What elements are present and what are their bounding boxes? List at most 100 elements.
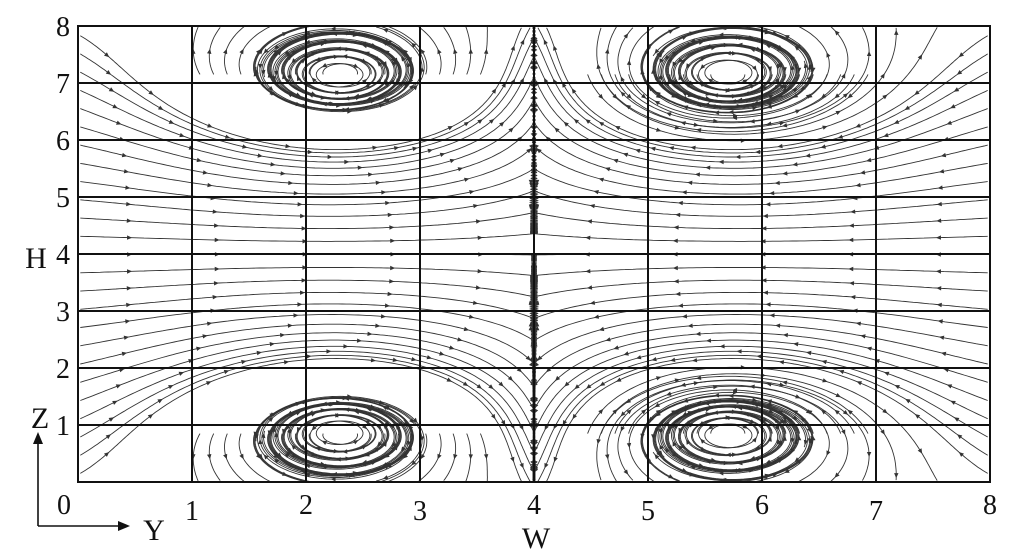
streamline-arrow (776, 63, 782, 69)
streamline-arrow (648, 416, 654, 422)
streamline-arrow (612, 93, 618, 99)
streamline (224, 26, 245, 75)
streamline-arrow (678, 303, 684, 308)
streamline-arrow (347, 109, 353, 114)
streamline-arrow (772, 473, 778, 478)
streamline-arrow (671, 93, 677, 98)
streamline-arrow (291, 58, 297, 64)
streamline-arrow (112, 104, 118, 109)
streamline-arrow (598, 121, 605, 127)
streamline-arrow (282, 428, 287, 435)
streamline-arrow (620, 411, 626, 417)
streamline-arrow (382, 61, 387, 67)
streamline-arrow (457, 167, 464, 172)
streamline-arrow (705, 91, 711, 96)
streamline-arrow (168, 119, 175, 124)
streamline-arrow (344, 159, 350, 165)
streamline-arrow (700, 64, 706, 70)
streamline-arrow (672, 238, 678, 243)
streamline-arrow (605, 48, 610, 54)
streamline-arrow (125, 319, 131, 324)
streamline-arrow (626, 93, 632, 99)
streamline-arrow (253, 71, 258, 77)
streamline-arrow (762, 213, 768, 219)
streamline-arrow (270, 162, 276, 167)
streamline (640, 394, 814, 482)
inset-z-arrowhead (33, 432, 43, 444)
streamline-arrow (384, 97, 390, 102)
streamline-arrow (620, 91, 626, 97)
streamline-arrow (880, 73, 885, 79)
streamline-arrow (940, 152, 947, 158)
streamline-arrow (766, 121, 772, 126)
streamline-arrow (400, 446, 406, 452)
streamline-arrow (168, 385, 174, 390)
streamline-arrow (842, 93, 849, 98)
streamline-arrow (941, 351, 947, 357)
streamline-arrow (765, 302, 771, 307)
streamline-arrow (343, 344, 349, 349)
streamline-arrow (732, 115, 738, 120)
streamline-arrow (914, 414, 921, 419)
streamline-arrow (483, 48, 489, 54)
streamline-arrow (125, 185, 131, 190)
streamline-arrow (768, 409, 774, 413)
streamline-arrow (882, 408, 888, 414)
streamline-arrow (682, 91, 688, 97)
streamline-arrow (587, 285, 593, 290)
grid (78, 26, 990, 482)
streamline-arrow (848, 266, 854, 272)
streamline-arrow (779, 419, 785, 425)
streamline-arrow (667, 445, 673, 451)
streamline-arrow (293, 313, 299, 318)
streamline-arrow (407, 445, 412, 452)
streamline-arrow (477, 269, 483, 274)
streamline-arrow (625, 104, 632, 110)
x-tick-label: 2 (299, 490, 313, 521)
streamline (654, 28, 812, 108)
streamline-arrow (782, 333, 788, 338)
streamline-arrow (439, 152, 446, 157)
streamline-arrow (377, 61, 383, 67)
streamline-arrow (115, 384, 122, 389)
streamline-arrow (838, 369, 845, 375)
streamline-arrow (605, 337, 611, 342)
streamline (253, 26, 305, 75)
streamline-arrow (370, 358, 376, 363)
streamline-arrow (694, 172, 700, 177)
streamline-arrow (390, 265, 396, 271)
streamline-arrow (761, 226, 767, 231)
streamline-arrow (950, 400, 956, 405)
streamline-arrow (675, 212, 681, 218)
streamline-arrow (654, 402, 660, 408)
streamline-arrow (157, 398, 163, 404)
streamline-arrow (553, 45, 558, 51)
streamline-arrow (563, 121, 569, 127)
streamline-arrow (725, 415, 731, 420)
streamline-arrow (641, 93, 647, 99)
streamline-arrow (214, 223, 220, 228)
streamline-arrow (623, 33, 629, 39)
streamline-arrow (288, 180, 294, 186)
streamline-arrow (327, 154, 333, 160)
streamline-arrow (510, 456, 515, 463)
streamline-arrow (412, 146, 418, 152)
streamline-arrow (571, 88, 577, 94)
streamline-arrow (207, 123, 213, 128)
streamline-arrow (807, 427, 812, 433)
streamline-arrow (755, 445, 761, 450)
streamline-arrow (752, 65, 757, 71)
streamline-arrow (463, 121, 470, 127)
streamline-arrow (439, 351, 445, 356)
streamline-arrow (468, 314, 475, 319)
x-tick-labels: 0 1 2 3 4 5 6 7 8 (57, 490, 997, 527)
streamline-arrow (655, 93, 662, 99)
streamline-arrow (659, 58, 664, 64)
streamline-arrow (367, 331, 373, 336)
streamline-arrow (775, 77, 780, 83)
streamline-arrow (690, 145, 696, 150)
streamline-arrow (763, 290, 768, 295)
streamline-arrow (333, 54, 339, 59)
streamline-arrow (943, 368, 949, 373)
streamline (80, 323, 535, 482)
